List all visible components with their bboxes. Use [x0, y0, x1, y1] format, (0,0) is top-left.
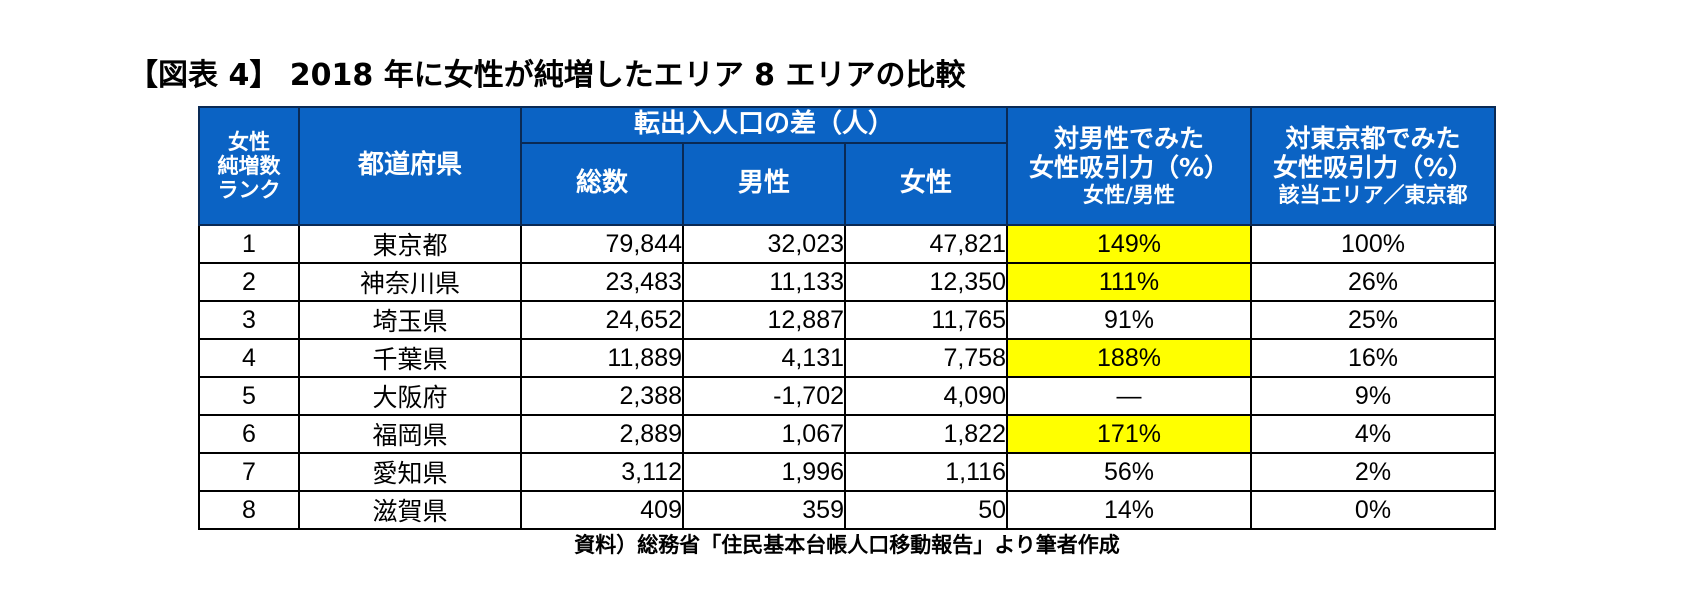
prefecture-cell: 大阪府	[298, 376, 522, 416]
total-cell: 11,889	[520, 338, 684, 378]
rank-cell: 1	[198, 224, 300, 264]
rank-cell: 2	[198, 262, 300, 302]
rank-cell: 6	[198, 414, 300, 454]
rank-cell: 5	[198, 376, 300, 416]
vs-male-cell: 188%	[1006, 338, 1252, 378]
vs-tokyo-cell: 100%	[1250, 224, 1496, 264]
female-header: 女性	[844, 142, 1008, 226]
female-cell: 47,821	[844, 224, 1008, 264]
total-cell: 2,889	[520, 414, 684, 454]
vs-tokyo-header-line-2: 女性吸引力（%）	[1272, 152, 1474, 182]
vs-tokyo-header-line-3: 該当エリア／東京都	[1278, 182, 1468, 207]
female-cell: 7,758	[844, 338, 1008, 378]
table-row: 3 埼玉県 24,652 12,887 11,765 91% 25%	[198, 300, 1496, 340]
rank-header-line-2: 純増数	[217, 153, 281, 178]
vs-tokyo-header-line-1: 対東京都でみた	[1285, 124, 1461, 154]
vs-male-cell: —	[1006, 376, 1252, 416]
male-cell: 1,996	[682, 452, 846, 492]
comparison-table: 女性 純増数 ランク 都道府県 転出入人口の差（人） 対男性でみた 女性吸引力（…	[198, 106, 1496, 530]
vs-male-header-line-3: 女性/男性	[1083, 182, 1175, 207]
vs-tokyo-cell: 4%	[1250, 414, 1496, 454]
prefecture-cell: 福岡県	[298, 414, 522, 454]
female-cell: 1,822	[844, 414, 1008, 454]
rank-header-line-1: 女性	[228, 129, 270, 154]
vs-male-cell: 56%	[1006, 452, 1252, 492]
vs-tokyo-cell: 9%	[1250, 376, 1496, 416]
male-cell: 1,067	[682, 414, 846, 454]
total-cell: 2,388	[520, 376, 684, 416]
prefecture-cell: 東京都	[298, 224, 522, 264]
vs-tokyo-cell: 2%	[1250, 452, 1496, 492]
male-header: 男性	[682, 142, 846, 226]
vs-male-cell: 14%	[1006, 490, 1252, 530]
male-cell: 11,133	[682, 262, 846, 302]
total-cell: 24,652	[520, 300, 684, 340]
figure-title: 【図表 4】 2018 年に女性が純増したエリア 8 エリアの比較	[128, 58, 966, 93]
rank-cell: 4	[198, 338, 300, 378]
female-cell: 4,090	[844, 376, 1008, 416]
table-row: 2 神奈川県 23,483 11,133 12,350 111% 26%	[198, 262, 1496, 302]
rank-header-line-3: ランク	[217, 178, 281, 203]
vs-male-cell: 171%	[1006, 414, 1252, 454]
table-row: 8 滋賀県 409 359 50 14% 0%	[198, 490, 1496, 530]
vs-male-header: 対男性でみた 女性吸引力（%） 女性/男性	[1006, 106, 1252, 226]
rank-header: 女性 純増数 ランク	[198, 106, 300, 226]
prefecture-header: 都道府県	[298, 106, 522, 226]
male-cell: 12,887	[682, 300, 846, 340]
female-cell: 1,116	[844, 452, 1008, 492]
total-cell: 79,844	[520, 224, 684, 264]
vs-tokyo-header: 対東京都でみた 女性吸引力（%） 該当エリア／東京都	[1250, 106, 1496, 226]
prefecture-cell: 滋賀県	[298, 490, 522, 530]
prefecture-cell: 埼玉県	[298, 300, 522, 340]
male-cell: 359	[682, 490, 846, 530]
prefecture-cell: 千葉県	[298, 338, 522, 378]
female-cell: 12,350	[844, 262, 1008, 302]
migration-group-header: 転出入人口の差（人）	[520, 106, 1008, 144]
vs-male-header-line-2: 女性吸引力（%）	[1028, 152, 1230, 182]
vs-male-header-line-1: 対男性でみた	[1053, 124, 1204, 154]
table-row: 1 東京都 79,844 32,023 47,821 149% 100%	[198, 224, 1496, 264]
vs-male-cell: 149%	[1006, 224, 1252, 264]
female-cell: 11,765	[844, 300, 1008, 340]
prefecture-cell: 神奈川県	[298, 262, 522, 302]
total-header: 総数	[520, 142, 684, 226]
table-row: 4 千葉県 11,889 4,131 7,758 188% 16%	[198, 338, 1496, 378]
total-cell: 3,112	[520, 452, 684, 492]
vs-tokyo-cell: 26%	[1250, 262, 1496, 302]
rank-cell: 3	[198, 300, 300, 340]
prefecture-cell: 愛知県	[298, 452, 522, 492]
female-cell: 50	[844, 490, 1008, 530]
header-row-1: 女性 純増数 ランク 都道府県 転出入人口の差（人） 対男性でみた 女性吸引力（…	[198, 106, 1496, 226]
header-row-2: 総数 男性 女性	[199, 142, 1495, 226]
source-note: 資料）総務省「住民基本台帳人口移動報告」より筆者作成	[574, 533, 1120, 557]
vs-tokyo-cell: 16%	[1250, 338, 1496, 378]
vs-male-cell: 111%	[1006, 262, 1252, 302]
rank-cell: 7	[198, 452, 300, 492]
total-cell: 23,483	[520, 262, 684, 302]
table-row: 5 大阪府 2,388 -1,702 4,090—9%	[198, 376, 1496, 416]
rank-cell: 8	[198, 490, 300, 530]
male-cell: 32,023	[682, 224, 846, 264]
table-row: 6 福岡県 2,889 1,067 1,822 171% 4%	[198, 414, 1496, 454]
vs-tokyo-cell: 0%	[1250, 490, 1496, 530]
vs-male-cell: 91%	[1006, 300, 1252, 340]
male-cell: 4,131	[682, 338, 846, 378]
table-row: 7 愛知県 3,112 1,996 1,116 56% 2%	[198, 452, 1496, 492]
total-cell: 409	[520, 490, 684, 530]
vs-tokyo-cell: 25%	[1250, 300, 1496, 340]
male-cell: -1,702	[682, 376, 846, 416]
